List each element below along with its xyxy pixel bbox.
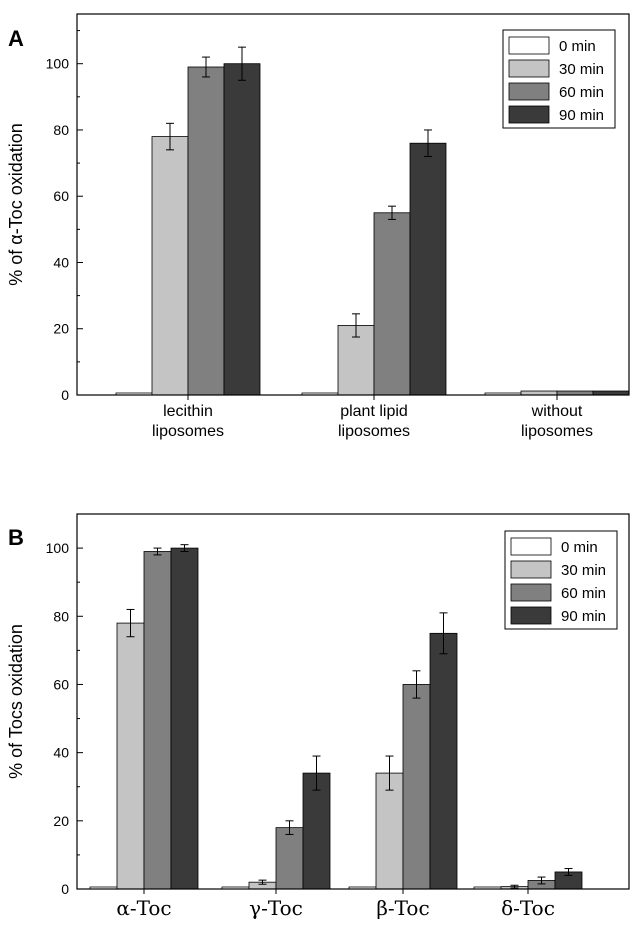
legend-label: 90 min: [559, 107, 604, 124]
legend-swatch: [510, 560, 552, 579]
x-category-label: liposomes: [521, 423, 593, 440]
legend-label: 0 min: [561, 539, 598, 556]
y-axis-label: % of Tocs oxidation: [6, 624, 26, 779]
legend-swatch: [508, 59, 550, 78]
legend-swatch: [510, 537, 552, 556]
x-category-label: liposomes: [338, 423, 410, 440]
error-bar: [352, 313, 360, 338]
legend-label: 60 min: [561, 585, 606, 602]
plot-frame: [76, 13, 630, 396]
bar: [223, 63, 261, 396]
y-tick-label: 60: [53, 676, 69, 692]
x-category-label: lecithin: [163, 403, 213, 420]
y-tick-label: 60: [53, 188, 69, 204]
panel-letter: B: [8, 525, 24, 550]
bar: [143, 551, 172, 890]
error-bar: [537, 876, 546, 885]
y-tick-label: 80: [53, 122, 69, 138]
x-category-label: without: [531, 403, 583, 420]
legend-label: 30 min: [559, 61, 604, 78]
plot-frame: [76, 513, 630, 890]
error-bar: [238, 46, 246, 81]
bar: [302, 772, 331, 890]
error-bar: [153, 547, 162, 556]
error-bar: [439, 612, 448, 655]
legend-label: 30 min: [561, 562, 606, 579]
bar: [187, 66, 225, 396]
panel-a: A % of α-Toc oxidation 0 20 40 60 80 100 lecithi…: [6, 13, 630, 440]
y-tick-label: 0: [61, 387, 69, 403]
bar: [402, 684, 431, 890]
y-tick-label: 20: [53, 813, 69, 829]
error-bar: [564, 868, 573, 876]
y-axis-label: % of α-Toc oxidation: [6, 123, 26, 285]
x-category-label: plant lipid: [340, 403, 408, 420]
error-bar: [412, 670, 421, 699]
error-bar: [510, 884, 519, 889]
x-category-label: β-Toc: [376, 896, 429, 920]
x-category-label: γ-Toc: [249, 896, 303, 920]
error-bar: [166, 122, 174, 151]
error-bar: [388, 205, 396, 220]
legend-swatch: [508, 82, 550, 101]
legend-swatch: [508, 36, 550, 55]
error-bar: [180, 544, 189, 552]
bar: [373, 212, 411, 396]
y-tick-label: 40: [53, 254, 69, 270]
error-bar: [385, 755, 394, 791]
panel-b: B % of Tocs oxidation 0 20 40 60 80 100 α-Toc γ-T…: [6, 513, 630, 920]
error-bar: [126, 608, 135, 638]
panel-letter: A: [8, 26, 24, 51]
bar: [170, 547, 199, 890]
error-bar: [285, 820, 294, 835]
error-bar: [312, 755, 321, 791]
y-tick-label: 40: [53, 745, 69, 761]
error-bar: [202, 56, 210, 78]
x-category-label: liposomes: [152, 423, 224, 440]
y-tick-label: 0: [61, 881, 69, 897]
x-category-label: α-Toc: [116, 896, 171, 920]
legend-label: 0 min: [559, 38, 596, 55]
legend-label: 60 min: [559, 84, 604, 101]
x-category-label: δ-Toc: [501, 896, 555, 920]
legend: 0 min 30 min 60 min 90 min: [502, 29, 616, 129]
bar: [409, 142, 447, 396]
bar: [116, 622, 145, 890]
bar: [151, 136, 189, 396]
y-tick-label: 100: [46, 540, 70, 556]
bar: [429, 632, 458, 890]
legend-swatch: [510, 606, 552, 625]
y-tick-label: 100: [46, 56, 70, 72]
error-bar: [258, 879, 267, 885]
bar: [275, 827, 304, 890]
legend: 0 min 30 min 60 min 90 min: [504, 530, 618, 630]
error-bar: [424, 129, 432, 157]
y-tick-label: 80: [53, 608, 69, 624]
y-tick-label: 20: [53, 321, 69, 337]
legend-label: 90 min: [561, 608, 606, 625]
legend-swatch: [508, 105, 550, 124]
legend-swatch: [510, 583, 552, 602]
